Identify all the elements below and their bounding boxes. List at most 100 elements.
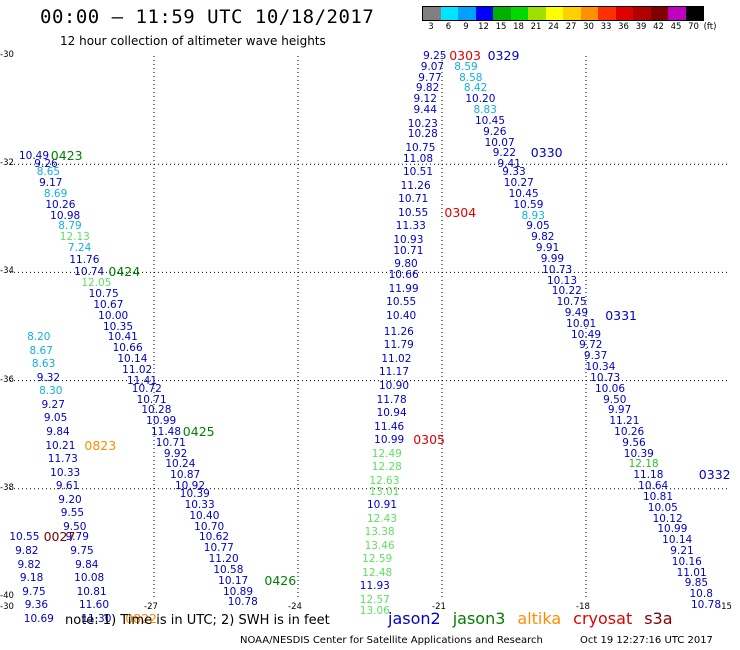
wave-height-value: 9.44 [413, 104, 437, 117]
wave-height-value: 8.67 [29, 344, 53, 357]
pass-number-label: 0426 [264, 572, 297, 588]
wave-height-value: 9.27 [41, 398, 65, 411]
wave-height-value: 10.55 [398, 206, 429, 219]
wave-height-value: 9.50 [63, 520, 87, 533]
lon-tick-label: -27 [144, 602, 158, 612]
wave-height-value: 8.93 [521, 209, 545, 222]
wave-height-value: 10.90 [378, 380, 410, 392]
wave-height-value: 10.78 [690, 599, 722, 612]
wave-height-value: 9.72 [579, 339, 603, 352]
lat-tick-label: -38 [0, 482, 14, 493]
wave-height-value: 10.40 [386, 309, 417, 322]
wave-height-value: 8.59 [454, 60, 478, 73]
wave-height-value: 11.01 [676, 566, 707, 579]
legend-label: 12 [478, 22, 489, 32]
wave-height-value: 9.22 [492, 147, 517, 160]
pass-number-label: 0027 [43, 529, 76, 545]
legend-swatch [475, 7, 493, 20]
wave-height-value: 11.99 [388, 282, 419, 295]
pass-number-label: 0304 [444, 204, 477, 220]
wave-height-value: 10.72 [131, 382, 162, 395]
wave-height-value: 10.89 [222, 585, 254, 598]
wave-height-value: 9.91 [535, 242, 560, 255]
wave-height-value: 10.70 [194, 520, 225, 533]
wave-height-value: 10.55 [386, 296, 417, 309]
satellite-name-s3a: s3a [644, 609, 673, 628]
legend-label: 21 [530, 22, 542, 32]
wave-height-value: 10.59 [513, 198, 544, 211]
wave-height-value: 8.58 [459, 71, 483, 84]
wave-height-value: 10.71 [155, 436, 186, 449]
wave-height-value: 10.41 [107, 331, 138, 344]
legend-swatch [685, 7, 703, 20]
wave-height-value: 9.49 [564, 306, 589, 319]
legend-swatch [598, 7, 616, 20]
wave-height-value: 12.63 [369, 474, 400, 487]
legend-swatch [615, 7, 633, 20]
pass-number-label: 0331 [605, 307, 637, 323]
wave-height-value: 13.46 [364, 539, 395, 552]
pass-number-label: 0332 [698, 467, 731, 483]
wave-height-value: 10.45 [474, 114, 506, 127]
wave-height-value: 9.05 [526, 220, 550, 233]
lon-tick-label: -18 [576, 602, 590, 612]
wave-height-value: 11.02 [381, 352, 412, 365]
satellite-name-jason3: jason3 [452, 609, 506, 628]
pass-number-label: 0305 [413, 432, 445, 448]
legend-label: 9 [463, 22, 469, 32]
pass-number-label: 0329 [487, 48, 520, 63]
wave-height-value: 9.32 [36, 371, 61, 384]
legend-label: 15 [495, 22, 507, 32]
wave-height-value: 9.77 [418, 71, 442, 84]
wave-height-value: 10.33 [184, 499, 215, 512]
wave-height-value: 10.73 [590, 371, 621, 384]
legend-swatch [580, 7, 598, 20]
wave-height-value: 7.24 [67, 242, 92, 255]
wave-height-value: 10.87 [170, 469, 201, 482]
lat-tick-label: -34 [0, 266, 14, 277]
legend-swatch [668, 7, 686, 20]
wave-height-value: 10.07 [484, 136, 515, 149]
wave-height-value: 10.49 [570, 328, 602, 341]
wave-height-value: 10.99 [146, 415, 177, 428]
legend-swatch [458, 7, 476, 20]
wave-height-value: 8.20 [27, 331, 51, 344]
wave-height-value: 12.43 [366, 512, 398, 525]
page-subtitle: 12 hour collection of altimeter wave hei… [60, 34, 326, 48]
page-title: 00:00 – 11:59 UTC 10/18/2017 [40, 6, 375, 28]
wave-height-value: 10.13 [546, 274, 578, 287]
wave-height-value: 10.98 [50, 209, 81, 222]
legend-label: 3 [428, 22, 434, 32]
wave-height-value: 8.63 [31, 358, 56, 371]
wave-height-value: 9.36 [24, 599, 49, 612]
wave-height-value: 10.99 [374, 434, 405, 447]
legend-swatch [510, 7, 528, 20]
wave-height-value: 11.79 [383, 339, 414, 352]
wave-height-value: 8.83 [473, 104, 497, 117]
wave-height-value: 8.30 [39, 385, 63, 398]
pass-number-label: 0425 [182, 423, 215, 439]
pass-number-label: 0823 [84, 437, 117, 453]
wave-height-value: 10.45 [508, 187, 539, 200]
legend-label: 45 [670, 22, 682, 32]
pass-number-label: 0423 [50, 148, 83, 164]
wave-height-value: 9.92 [163, 447, 188, 460]
wave-height-value: 9.05 [43, 412, 68, 425]
wave-height-value: 10.35 [102, 320, 134, 333]
wave-height-value: 10.34 [585, 361, 616, 374]
wave-height-value: 9.80 [394, 258, 418, 271]
legend-label: 24 [548, 22, 559, 32]
wave-height-value: 9.17 [39, 177, 63, 190]
wave-height-value: 8.65 [36, 166, 61, 179]
wave-height-value: 10.69 [23, 612, 54, 625]
wave-height-value: 9.55 [60, 507, 85, 520]
wave-height-value: 11.30 [81, 612, 112, 625]
wave-height-value: 10.27 [503, 177, 534, 190]
wave-height-value: 10.66 [388, 269, 419, 282]
wave-height-value: 13.38 [364, 526, 395, 539]
pass-number-label: 0330 [530, 145, 563, 161]
wave-height-value: 9.79 [65, 531, 89, 544]
color-scale-labels: 3 6 9 12 15 18 21 24 27 30 33 36 39 42 45 70 (ft) [422, 22, 740, 34]
